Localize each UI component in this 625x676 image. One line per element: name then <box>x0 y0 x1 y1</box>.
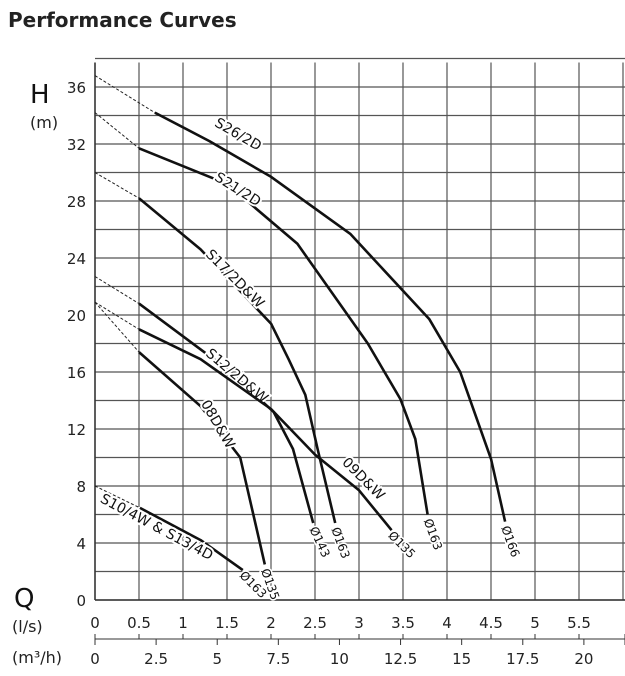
x-tick-label: 0 <box>90 614 100 632</box>
curve-label: 08D&W <box>197 397 238 451</box>
ticks: 0 4 8 12 16 20 24 28 32 36 0 0.5 1 1.5 2 2.5 3 3.5 4 4.5 5 5.… <box>67 79 625 668</box>
curve-extrapolation <box>94 75 156 114</box>
x-tick-label: 3.5 <box>391 614 415 632</box>
x-tick-label: 2 <box>266 614 276 632</box>
x-tick-label: 4.5 <box>479 614 503 632</box>
x2-tick-label: 17.5 <box>506 650 539 668</box>
curves: S26/2DØ166S21/2DØ163S17/2D&WØ163S12/2D&W… <box>94 75 524 603</box>
axes: H (m) Q (l/s) (m³/h) <box>12 80 62 667</box>
x2-tick-label: 5 <box>212 650 222 668</box>
x2-tick-label: 10 <box>330 650 349 668</box>
y-tick-label: 36 <box>67 79 86 97</box>
x2-tick-label: 15 <box>452 650 471 668</box>
y-axis-unit: (m) <box>30 113 58 132</box>
x2-tick-label: 20 <box>574 650 593 668</box>
y-tick-label: 24 <box>67 250 86 268</box>
impeller-diameter-label: Ø163 <box>421 517 445 552</box>
y-tick-label: 12 <box>67 421 86 439</box>
x-axis-label: Q <box>14 584 34 614</box>
y-tick-label: 8 <box>76 478 86 496</box>
impeller-diameter-label: Ø135 <box>385 528 418 561</box>
curve-line <box>138 351 267 565</box>
x2-tick-label: 0 <box>90 650 100 668</box>
y-axis-label: H <box>30 80 50 110</box>
x-axis-unit: (l/s) <box>12 617 43 636</box>
curve-extrapolation <box>94 172 140 199</box>
curve-label: S12/2D&W <box>202 346 271 407</box>
x-tick-label: 5.5 <box>567 614 591 632</box>
y-tick-label: 0 <box>76 592 86 610</box>
x-tick-label: 5 <box>530 614 540 632</box>
x-tick-label: 1 <box>178 614 188 632</box>
x-tick-label: 1.5 <box>215 614 239 632</box>
y-tick-label: 16 <box>67 364 86 382</box>
curve-extrapolation <box>94 485 140 508</box>
x2-tick-label: 2.5 <box>144 650 168 668</box>
curve-extrapolation <box>94 276 140 305</box>
x-tick-label: 3 <box>354 614 364 632</box>
chart-title: Performance Curves <box>8 8 237 32</box>
x-tick-label: 0.5 <box>127 614 151 632</box>
curve-line <box>138 147 429 515</box>
curve-label: S26/2D <box>212 115 264 154</box>
curve-extrapolation <box>94 301 140 353</box>
curve-line <box>154 111 507 522</box>
y-tick-label: 4 <box>76 535 86 553</box>
impeller-diameter-label: Ø166 <box>498 524 522 559</box>
curve-extrapolation <box>94 301 140 330</box>
curve-line <box>138 197 337 524</box>
x2-tick-label: 7.5 <box>266 650 290 668</box>
x2-axis-unit: (m³/h) <box>12 648 62 667</box>
curve-label: S10/4W & S13/4D <box>98 491 216 564</box>
curve-extrapolation <box>94 112 140 149</box>
curve-line <box>138 328 393 532</box>
grid <box>94 57 625 601</box>
curve-line <box>138 302 315 524</box>
curve-label: S17/2D&W <box>202 247 267 312</box>
y-tick-label: 32 <box>67 136 86 154</box>
x2-tick-label: 12.5 <box>384 650 417 668</box>
x-tick-label: 2.5 <box>303 614 327 632</box>
y-tick-label: 28 <box>67 193 86 211</box>
curve-label: S21/2D <box>212 169 264 210</box>
y-tick-label: 20 <box>67 307 86 325</box>
x-tick-label: 4 <box>442 614 452 632</box>
curve-line <box>138 506 244 572</box>
